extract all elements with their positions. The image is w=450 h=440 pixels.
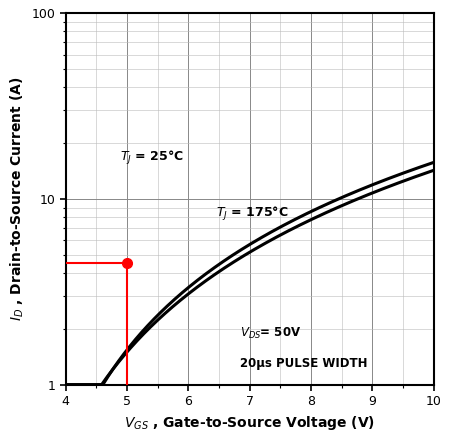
X-axis label: $V_{GS}$ , Gate-to-Source Voltage (V): $V_{GS}$ , Gate-to-Source Voltage (V) [124, 414, 375, 432]
Text: $T_J$ = 175°C: $T_J$ = 175°C [216, 205, 288, 223]
Text: $V_{DS}$= 50V: $V_{DS}$= 50V [240, 326, 302, 341]
Y-axis label: $I_D$ , Drain-to-Source Current (A): $I_D$ , Drain-to-Source Current (A) [9, 77, 26, 321]
Text: 20μs PULSE WIDTH: 20μs PULSE WIDTH [240, 357, 368, 370]
Text: $T_J$ = 25°C: $T_J$ = 25°C [120, 149, 183, 167]
